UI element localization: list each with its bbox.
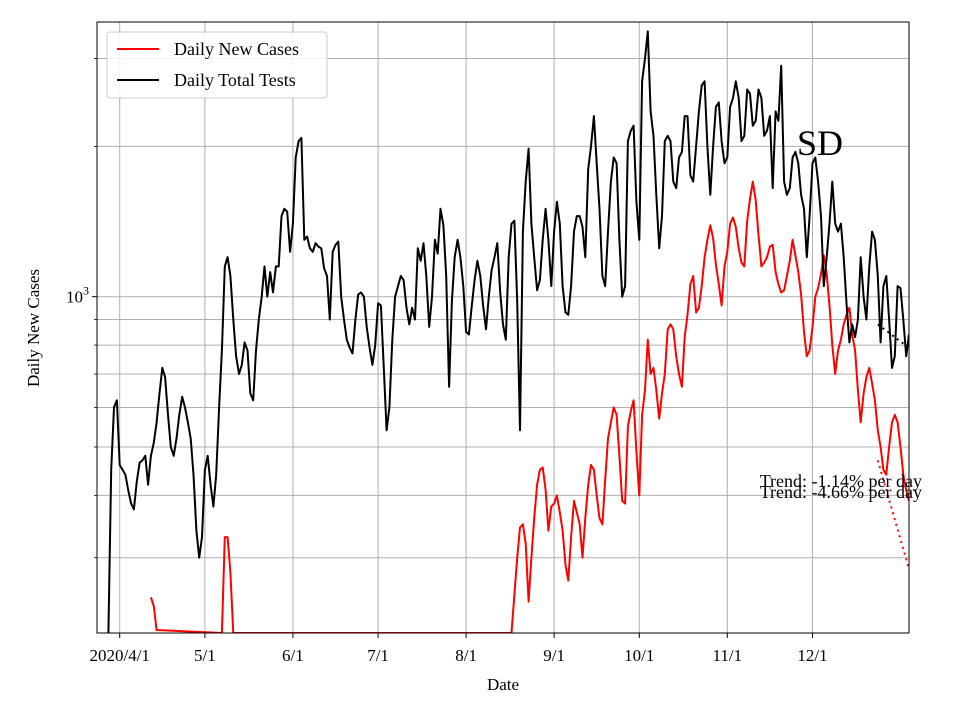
trend-label-cases: Trend: -4.66% per day: [760, 482, 922, 502]
plot-frame: [96, 21, 910, 634]
series-layer: [107, 30, 909, 633]
x-axis-label: Date: [487, 675, 519, 694]
legend-box: [106, 31, 328, 99]
trend-layer: [876, 323, 909, 570]
x-tick-label: 5/1: [194, 646, 216, 665]
x-tick-label: 9/1: [543, 646, 565, 665]
series-line-daily-new-cases: [149, 180, 909, 633]
trend-line-tests: [877, 323, 909, 349]
y-tick-label: 103: [66, 284, 89, 307]
legend-label-cases: Daily New Cases: [174, 39, 299, 59]
x-tick-label: 8/1: [455, 646, 477, 665]
x-tick-label: 11/1: [712, 646, 742, 665]
x-tick-label: 10/1: [624, 646, 654, 665]
series-line-daily-total-tests: [107, 30, 909, 633]
x-tick-label: 2020/4/1: [89, 646, 149, 665]
legend-label-tests: Daily Total Tests: [174, 70, 296, 90]
trend-label-tests: Trend: -1.14% per day: [760, 471, 922, 491]
y-axis-label: Daily New Cases: [24, 269, 43, 387]
x-tick-label: 12/1: [797, 646, 827, 665]
grid: [97, 22, 909, 633]
legend: Daily New Cases Daily Total Tests: [106, 31, 328, 99]
x-tick-label: 7/1: [367, 646, 389, 665]
x-tick-label: 6/1: [282, 646, 304, 665]
trend-line-cases: [876, 460, 909, 570]
chart-annotation-sd: SD: [797, 123, 843, 163]
axis-ticks: 2020/4/1 5/1 6/1 7/1 8/1 9/1 10/1 11/1 12/1 103: [66, 58, 828, 665]
